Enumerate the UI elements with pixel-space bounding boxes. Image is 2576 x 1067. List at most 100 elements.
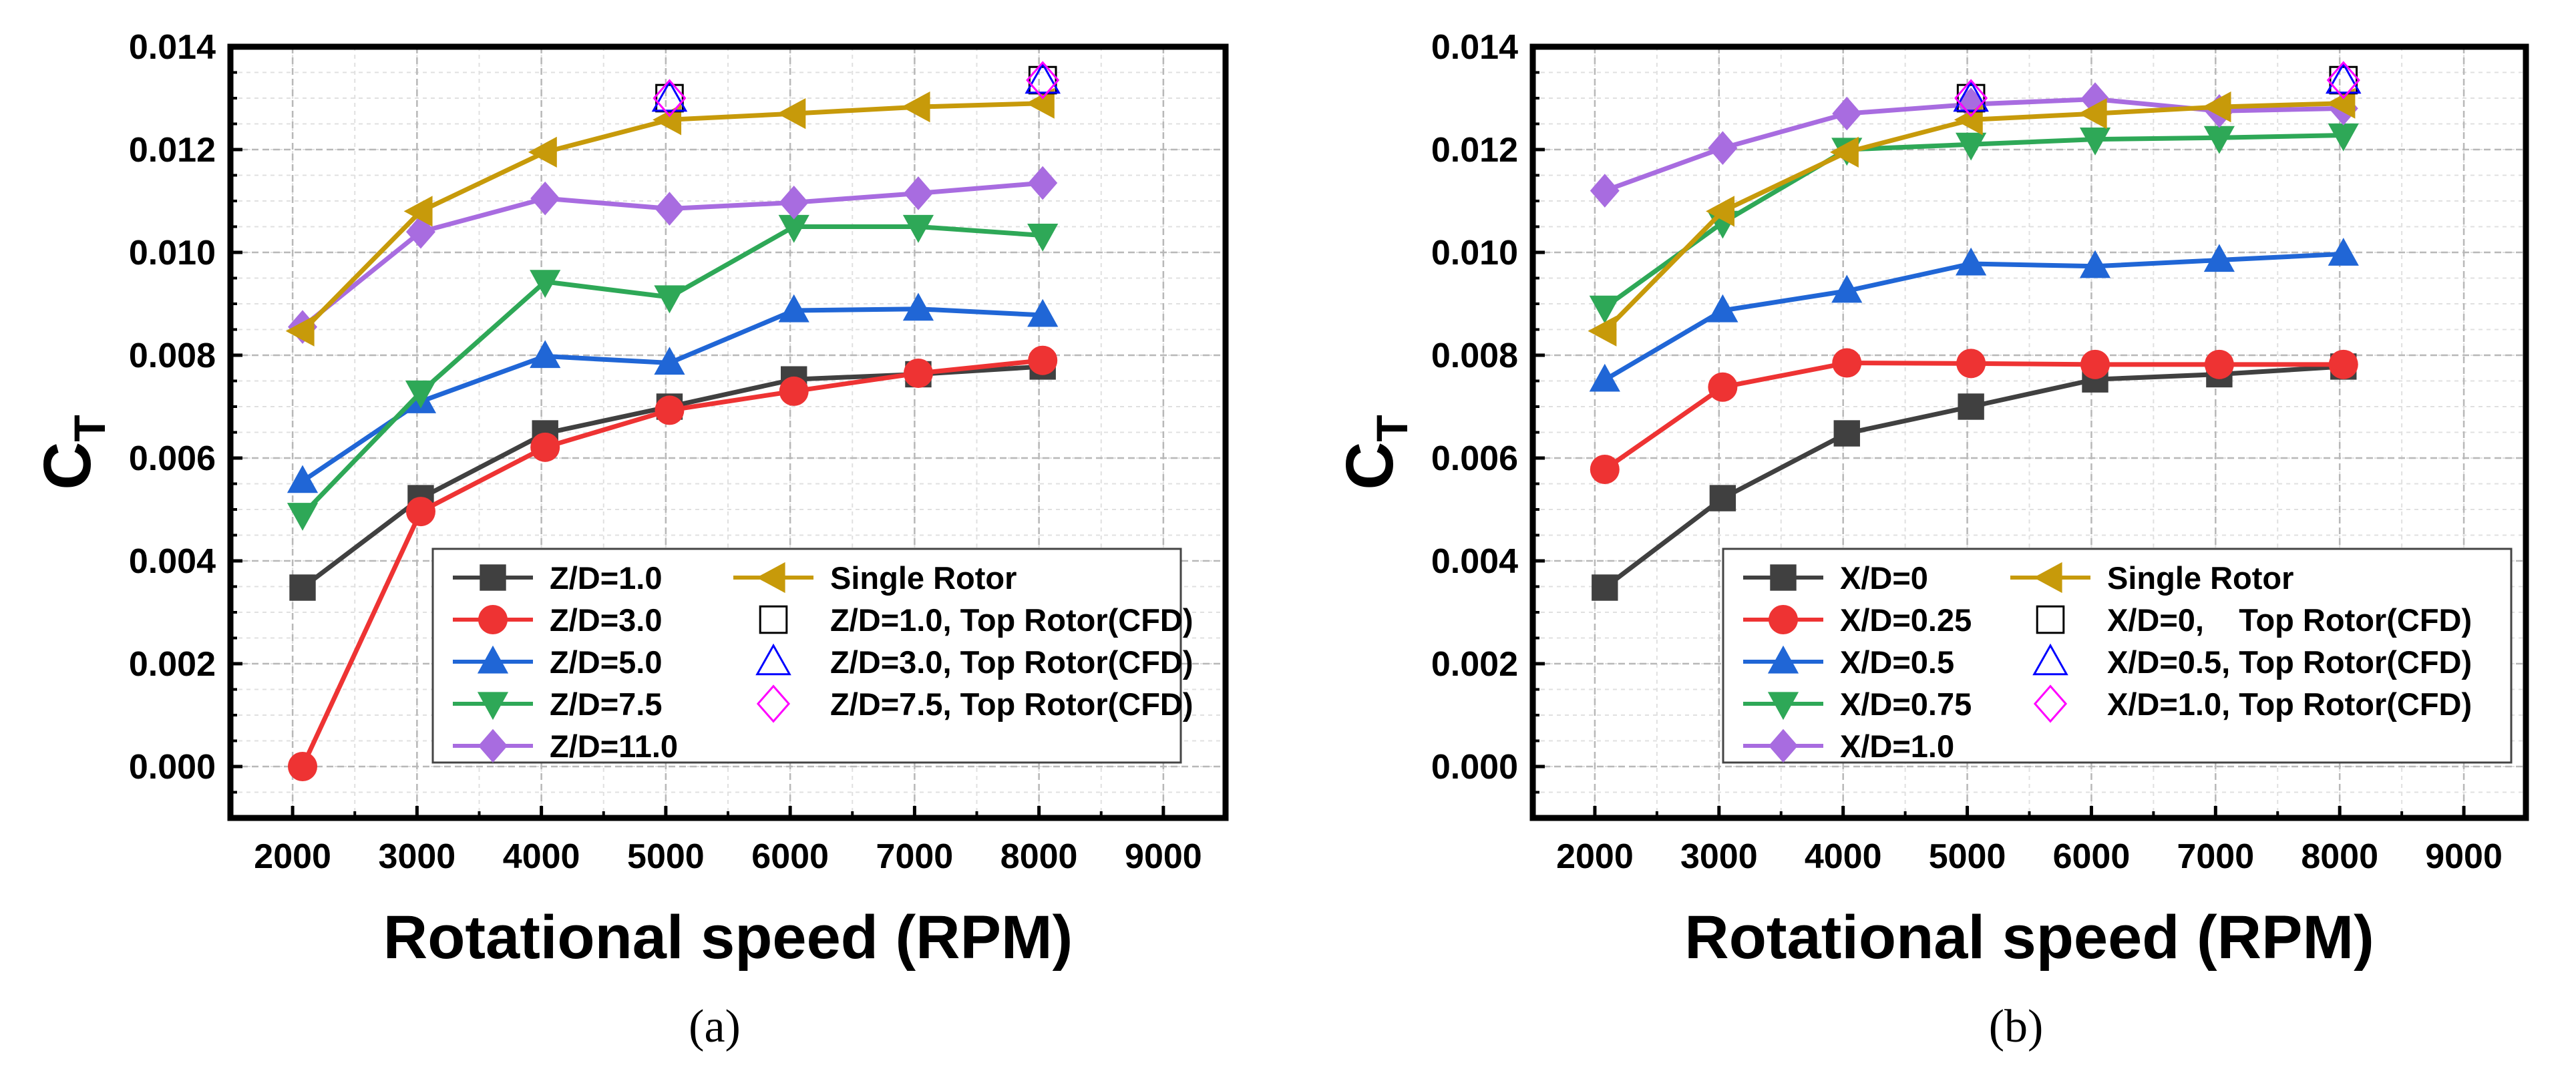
x-tick-label: 7000: [2177, 837, 2254, 876]
data-point: [903, 358, 933, 388]
y-tick-label: 0.004: [1431, 542, 1518, 581]
legend-item: Z/D=1.0, Top Rotor(CFD): [759, 602, 1193, 638]
data-point: [655, 192, 685, 226]
y-tick-label: 0.002: [1431, 645, 1518, 684]
series-single-rotor: [1588, 87, 2356, 347]
data-point: [1956, 247, 1987, 276]
plot-frame: [227, 43, 1229, 821]
data-point: [287, 503, 319, 531]
data-point: [1590, 174, 1620, 208]
legend-marker: [2036, 605, 2065, 634]
data-point: [288, 752, 318, 781]
data-point: [1956, 349, 1986, 379]
legend-label: Single Rotor: [2107, 560, 2293, 596]
x-tick-label: 4000: [503, 837, 580, 876]
legend-label: X/D=0, Top Rotor(CFD): [2107, 602, 2472, 638]
panel-label: (b): [1989, 1001, 2044, 1052]
chart-panel-b: 2000 3000 4000 5000 6000 7000 8000 9000 0.000 0.0…: [1332, 28, 2529, 1052]
data-point: [651, 79, 688, 112]
legend-label: Z/D=7.5, Top Rotor(CFD): [830, 686, 1193, 722]
data-point: [2328, 349, 2358, 379]
legend: X/D=0 X/D=0.25 X/D=0.5 X/D=0.75 X/D=1.0 Singl…: [1722, 548, 2513, 764]
data-point: [405, 380, 437, 409]
data-point: [1028, 166, 1058, 200]
data-point: [902, 292, 934, 321]
chart-panel-a: 2000 3000 4000 5000 6000 7000 8000 9000 0.000 0.0…: [30, 28, 1229, 1052]
data-point: [405, 214, 435, 249]
data-point: [1707, 294, 1738, 323]
legend-label: X/D=1.0: [1840, 728, 1954, 764]
data-point: [903, 176, 933, 210]
legend-marker: [1769, 605, 1798, 634]
legend-label: X/D=0.5, Top Rotor(CFD): [2107, 644, 2472, 680]
data-point: [1592, 574, 1618, 601]
series-x-d-0.25: [1590, 348, 2358, 484]
y-tick-label: 0.014: [129, 28, 216, 67]
y-tick-label: 0.000: [1431, 748, 1518, 787]
data-point: [530, 181, 560, 216]
data-point: [1954, 79, 1988, 118]
data-point: [779, 376, 809, 406]
y-tick-label: 0.012: [1431, 131, 1518, 170]
x-tick-label: 8000: [1000, 837, 1078, 876]
legend-label: Z/D=7.5: [550, 686, 663, 722]
legend-label: Z/D=11.0: [550, 728, 678, 764]
legend-marker: [478, 605, 508, 634]
legend-item: Z/D=5.0: [453, 644, 663, 680]
x-tick-label: 5000: [627, 837, 705, 876]
legend-item: Z/D=11.0: [453, 728, 678, 764]
plot-frame: [1529, 43, 2529, 821]
data-point: [2326, 87, 2356, 119]
data-point: [1833, 420, 1860, 447]
data-point: [2079, 128, 2111, 156]
y-axis-title: CT: [30, 415, 114, 490]
legend-marker: [2033, 562, 2062, 594]
legend-marker: [477, 645, 509, 674]
legend-marker: [756, 684, 791, 723]
legend-item: X/D=0: [1743, 560, 1928, 596]
y-tick-label: 0.000: [129, 748, 216, 787]
data-point: [1709, 485, 1736, 511]
data-point: [653, 79, 687, 118]
data-point: [1590, 454, 1620, 484]
series-z-d-7.5: [287, 214, 1059, 531]
legend-box: [431, 548, 1182, 764]
series-x-d-0.5: [1589, 238, 2359, 392]
data-point: [2326, 61, 2360, 99]
data-point: [285, 315, 315, 347]
legend-item: Z/D=1.0: [453, 560, 663, 596]
legend-marker: [1767, 692, 1799, 720]
data-point: [528, 136, 557, 168]
legend-marker: [1767, 645, 1799, 674]
y-tick-label: 0.010: [129, 234, 216, 272]
data-point: [902, 214, 934, 243]
data-point: [2328, 123, 2359, 152]
y-axis-title-main: C: [1332, 442, 1407, 490]
data-point: [1025, 61, 1061, 94]
data-point: [1706, 196, 1734, 227]
data-point: [2203, 244, 2235, 272]
legend-item: X/D=0.25: [1743, 602, 1972, 638]
series-x-d-0.75: [1589, 123, 2359, 324]
legend-item: X/D=0, Top Rotor(CFD): [2036, 602, 2472, 638]
data-point: [1589, 295, 1620, 324]
y-tick-label: 0.008: [1431, 337, 1518, 375]
y-tick-label: 0.006: [1431, 439, 1518, 478]
y-axis-title-sub: T: [65, 415, 114, 441]
legend-box: [1722, 548, 2513, 764]
data-point: [1589, 363, 1620, 392]
legend-item: Z/D=7.5: [453, 686, 663, 722]
data-point: [287, 465, 319, 493]
y-tick-label: 0.014: [1431, 28, 1518, 67]
data-point: [403, 196, 433, 227]
legend-item: Z/D=3.0, Top Rotor(CFD): [755, 643, 1193, 680]
y-tick-label: 0.012: [129, 131, 216, 170]
y-axis-title-sub: T: [1367, 415, 1417, 441]
data-point: [289, 574, 316, 601]
y-tick-label: 0.004: [129, 542, 216, 581]
data-point: [2078, 98, 2107, 130]
legend-label: Z/D=5.0: [550, 644, 663, 680]
x-tick-label: 4000: [1805, 837, 1882, 876]
y-axis-title-main: C: [30, 442, 105, 490]
